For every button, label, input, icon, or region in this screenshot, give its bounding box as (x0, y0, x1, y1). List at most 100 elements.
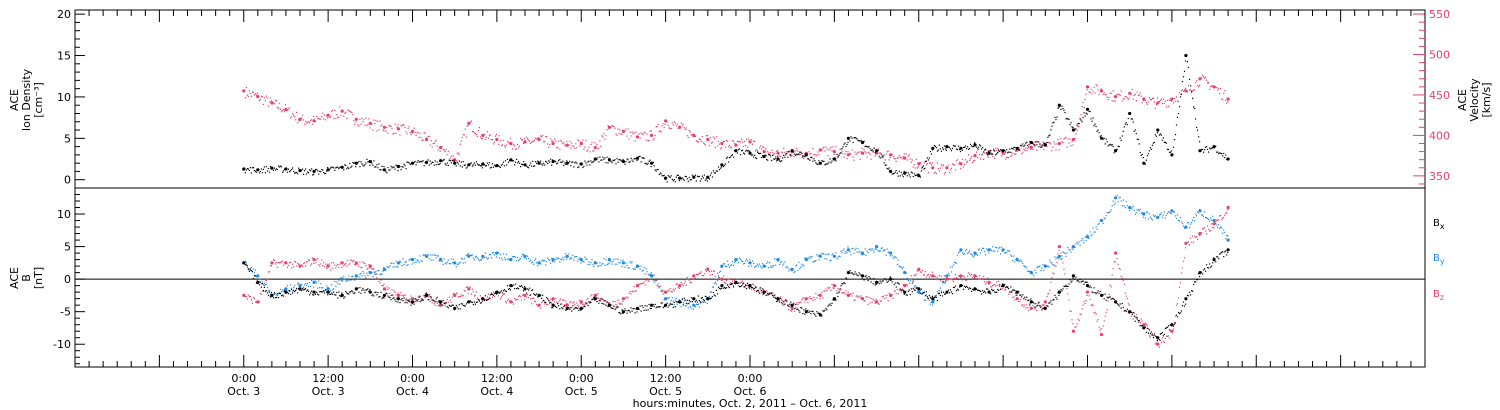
by-series-sample (875, 248, 877, 250)
bz-series-sample (1042, 304, 1044, 306)
velocity-series-sample (1083, 107, 1085, 109)
density-series-sample (836, 153, 838, 155)
bz-series-sample (499, 298, 502, 300)
by-series-sample (982, 247, 984, 249)
by-series-sample (993, 250, 995, 252)
bx-series-sample (970, 288, 972, 290)
velocity-series-sample (1160, 98, 1162, 100)
by-series-sample (1080, 240, 1082, 242)
by-series-sample (549, 259, 551, 262)
bz-series-sample (1041, 305, 1043, 307)
bz-series-sample (533, 297, 535, 299)
bx-series-sample (291, 289, 293, 291)
velocity-series-sample (499, 140, 502, 142)
by-series-sample (573, 259, 575, 261)
bx-series-point (875, 280, 879, 284)
by-series-sample (947, 272, 950, 274)
bz-series-sample (1160, 342, 1162, 344)
density-series-sample (417, 159, 419, 162)
by-series-sample (258, 281, 260, 283)
by-series-sample (661, 290, 663, 292)
by-series-sample (880, 247, 882, 249)
bz-series-sample (667, 289, 669, 291)
bx-series-sample (418, 296, 420, 298)
velocity-series-point (270, 101, 274, 105)
velocity-series-sample (1133, 94, 1135, 96)
bz-series-sample (793, 304, 795, 306)
density-series-sample (1125, 122, 1127, 124)
bz-series-sample (1055, 265, 1057, 267)
density-series-sample (794, 153, 796, 155)
density-series-sample (1057, 107, 1059, 109)
bx-series-sample (487, 298, 489, 301)
density-series-sample (280, 166, 283, 168)
by-series-sample (1018, 261, 1020, 263)
bz-series-sample (1196, 236, 1198, 238)
bx-series-sample (1030, 298, 1032, 300)
velocity-series-sample (1117, 94, 1119, 96)
density-series-sample (1207, 148, 1209, 150)
bx-series-sample (852, 273, 854, 275)
velocity-series-sample (569, 140, 571, 142)
density-series-point (354, 161, 358, 165)
by-series-sample (532, 261, 534, 263)
density-series-sample (1025, 142, 1027, 144)
bz-series-sample (803, 297, 805, 299)
velocity-series-point (256, 95, 260, 99)
bx-series-sample (622, 312, 624, 314)
bz-series-sample (522, 294, 524, 296)
density-series-sample (529, 164, 531, 166)
bz-series-sample (1217, 219, 1219, 221)
velocity-series-sample (299, 120, 301, 122)
bx-series-sample (934, 296, 936, 298)
by-series-sample (999, 246, 1001, 249)
bz-series-sample (631, 290, 633, 292)
bz-series-sample (1093, 312, 1095, 314)
bx-series-sample (334, 294, 336, 296)
density-series-sample (1160, 134, 1162, 136)
density-series-sample (620, 159, 622, 162)
bx-series-sample (1052, 299, 1054, 301)
bx-series-sample (629, 311, 631, 313)
by-series-sample (1052, 264, 1054, 266)
by-series-sample (762, 263, 764, 265)
by-series-sample (473, 259, 475, 261)
by-series-sample (1086, 234, 1088, 236)
by-series-sample (869, 248, 871, 250)
velocity-series-sample (1150, 99, 1152, 101)
by-series-sample (966, 248, 968, 251)
velocity-series-sample (970, 157, 972, 160)
by-series-sample (1168, 212, 1171, 214)
bz-series-sample (987, 277, 989, 279)
by-series-sample (689, 306, 691, 308)
bz-series-sample (781, 299, 783, 301)
bx-series-sample (909, 294, 911, 296)
density-series-sample (1120, 139, 1122, 141)
bx-series-sample (624, 308, 626, 310)
density-series-sample (1158, 134, 1160, 136)
bz-series-point (593, 293, 597, 297)
bx-series-sample (771, 292, 773, 294)
bz-series-point (453, 293, 457, 297)
velocity-series-sample (501, 144, 504, 146)
by-series-sample (545, 264, 547, 266)
density-series-sample (1033, 144, 1035, 146)
velocity-series-sample (348, 110, 350, 112)
density-series-sample (458, 160, 460, 162)
velocity-series-sample (364, 124, 366, 126)
velocity-series-sample (828, 149, 830, 151)
density-series-sample (686, 178, 688, 180)
bx-series-sample (377, 291, 379, 294)
bx-series-sample (386, 293, 388, 295)
by-series-sample (611, 263, 613, 265)
velocity-series-sample (474, 132, 476, 135)
bx-series-sample (270, 291, 273, 294)
by-series-sample (1021, 261, 1023, 263)
velocity-series-sample (275, 100, 278, 102)
bz-series-sample (829, 286, 831, 288)
bx-series-sample (892, 278, 894, 280)
density-series-sample (474, 164, 476, 166)
by-series-sample (390, 262, 392, 265)
bz-series-sample (933, 275, 935, 277)
bz-series-sample (523, 293, 525, 296)
